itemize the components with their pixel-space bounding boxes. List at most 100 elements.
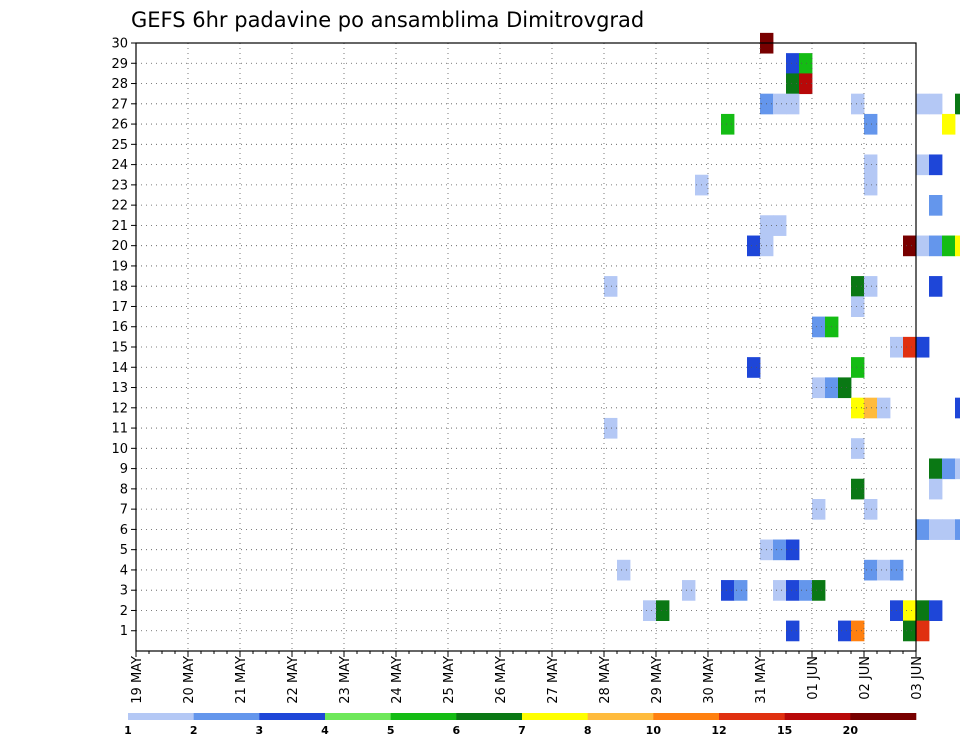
heatmap-cell [786, 580, 800, 601]
legend-swatch [456, 713, 523, 720]
legend-label: 15 [777, 724, 792, 737]
legend-swatch [325, 713, 391, 720]
y-tick-label: 9 [120, 462, 128, 477]
heatmap-cell [903, 336, 917, 358]
x-tick-label: 23 MAY [338, 656, 353, 704]
heatmap-cell [877, 397, 891, 419]
heatmap-cell [864, 559, 878, 581]
heatmap-cell [903, 235, 917, 257]
y-tick-label: 15 [111, 341, 128, 356]
heatmap-cell [851, 478, 865, 500]
heatmap-cell [864, 174, 878, 196]
heatmap-cell [851, 620, 865, 642]
legend-label: 3 [256, 724, 264, 737]
legend-label: 8 [584, 724, 592, 737]
heatmap-cell [929, 600, 943, 621]
heatmap-cell [955, 235, 960, 257]
y-tick-label: 14 [111, 361, 128, 376]
y-tick-label: 20 [111, 239, 128, 254]
legend-label: 2 [190, 724, 198, 737]
y-tick-label: 5 [120, 543, 128, 558]
heatmap-cell [773, 215, 787, 236]
y-tick-label: 11 [111, 422, 128, 437]
heatmap-cell [851, 276, 865, 297]
heatmap-cell [929, 235, 943, 257]
x-tick-label: 03 JUN [910, 656, 925, 700]
heatmap-cell [942, 458, 956, 480]
heatmap-cell [916, 235, 930, 257]
legend-label: 4 [321, 724, 329, 737]
heatmap-cell [747, 357, 761, 378]
grid-lines [136, 42, 916, 651]
y-tick-label: 17 [111, 300, 128, 315]
legend-label: 6 [453, 724, 461, 737]
heatmap-cell [799, 53, 813, 74]
y-tick-label: 18 [111, 280, 128, 295]
legend-label: 10 [646, 724, 662, 737]
y-tick-label: 6 [120, 523, 128, 538]
heatmap-cell [773, 539, 787, 561]
legend-swatch [719, 713, 785, 720]
heatmap-cell [929, 458, 943, 480]
heatmap-cell [851, 93, 865, 115]
heatmap-cell [604, 417, 618, 439]
legend-swatch [193, 713, 260, 720]
legend-swatch [850, 713, 917, 720]
y-tick-label: 4 [120, 563, 128, 578]
heatmap-cell [851, 357, 865, 378]
y-tick-label: 23 [111, 178, 128, 193]
y-tick-label: 28 [111, 77, 128, 92]
legend-swatch [259, 713, 326, 720]
heatmap-cell [838, 377, 852, 399]
heatmap-cell [916, 620, 930, 642]
heatmap-cell [747, 235, 761, 257]
x-tick-label: 24 MAY [390, 656, 405, 704]
y-tick-label: 8 [120, 482, 128, 497]
heatmap-cell [955, 397, 960, 419]
x-tick-label: 22 MAY [286, 656, 301, 704]
legend-swatch [587, 713, 654, 720]
chart-title: GEFS 6hr padavine po ansamblima Dimitrov… [131, 8, 644, 32]
heatmap-cell [812, 580, 826, 601]
heatmap-cell [929, 93, 943, 115]
y-tick-label: 22 [111, 199, 128, 214]
legend-swatch [653, 713, 720, 720]
heatmap-cell [682, 580, 696, 601]
heatmap-cell [734, 580, 748, 601]
legend-swatch [128, 713, 194, 720]
legend-swatch [784, 713, 851, 720]
heatmap-cell [773, 580, 787, 601]
heatmap-cell [799, 73, 813, 95]
x-tick-label: 21 MAY [234, 656, 249, 704]
legend-swatch [390, 713, 457, 720]
heatmap-cell [942, 235, 956, 257]
y-tick-label: 19 [111, 259, 128, 274]
heatmap-cell [864, 154, 878, 176]
x-tick-label: 30 MAY [702, 656, 717, 704]
heatmap-cell [656, 600, 670, 621]
x-axis-ticks: 19 MAY 20 MAY 21 MAY 22 MAY 23 MAY 24 MAY 25 M… [130, 651, 925, 704]
x-tick-label: 29 MAY [650, 656, 665, 704]
y-tick-label: 24 [111, 158, 128, 173]
heatmap-cell [721, 580, 735, 601]
color-legend: 1 2 3 4 5 6 7 8 10 12 15 20 [124, 713, 917, 737]
y-axis-ticks: 1234567891011121314151617181920212223242… [111, 37, 136, 639]
x-tick-label: 28 MAY [598, 656, 613, 704]
heatmap-cell [929, 195, 943, 216]
heatmap-cell [786, 93, 800, 115]
x-tick-label: 31 MAY [754, 656, 769, 704]
heatmap-cell [903, 620, 917, 642]
x-tick-label: 26 MAY [494, 656, 509, 704]
heatmap-cell [903, 600, 917, 621]
legend-label: 1 [124, 724, 132, 737]
x-tick-label: 02 JUN [858, 656, 873, 700]
y-tick-label: 10 [111, 442, 128, 457]
heatmap-cell [786, 539, 800, 561]
heatmap-cell [955, 519, 960, 540]
heatmap-cell [617, 559, 631, 581]
y-tick-label: 1 [120, 624, 128, 639]
y-tick-label: 29 [111, 57, 128, 72]
heatmap-cell [916, 93, 930, 115]
heatmap-cell [864, 499, 878, 520]
